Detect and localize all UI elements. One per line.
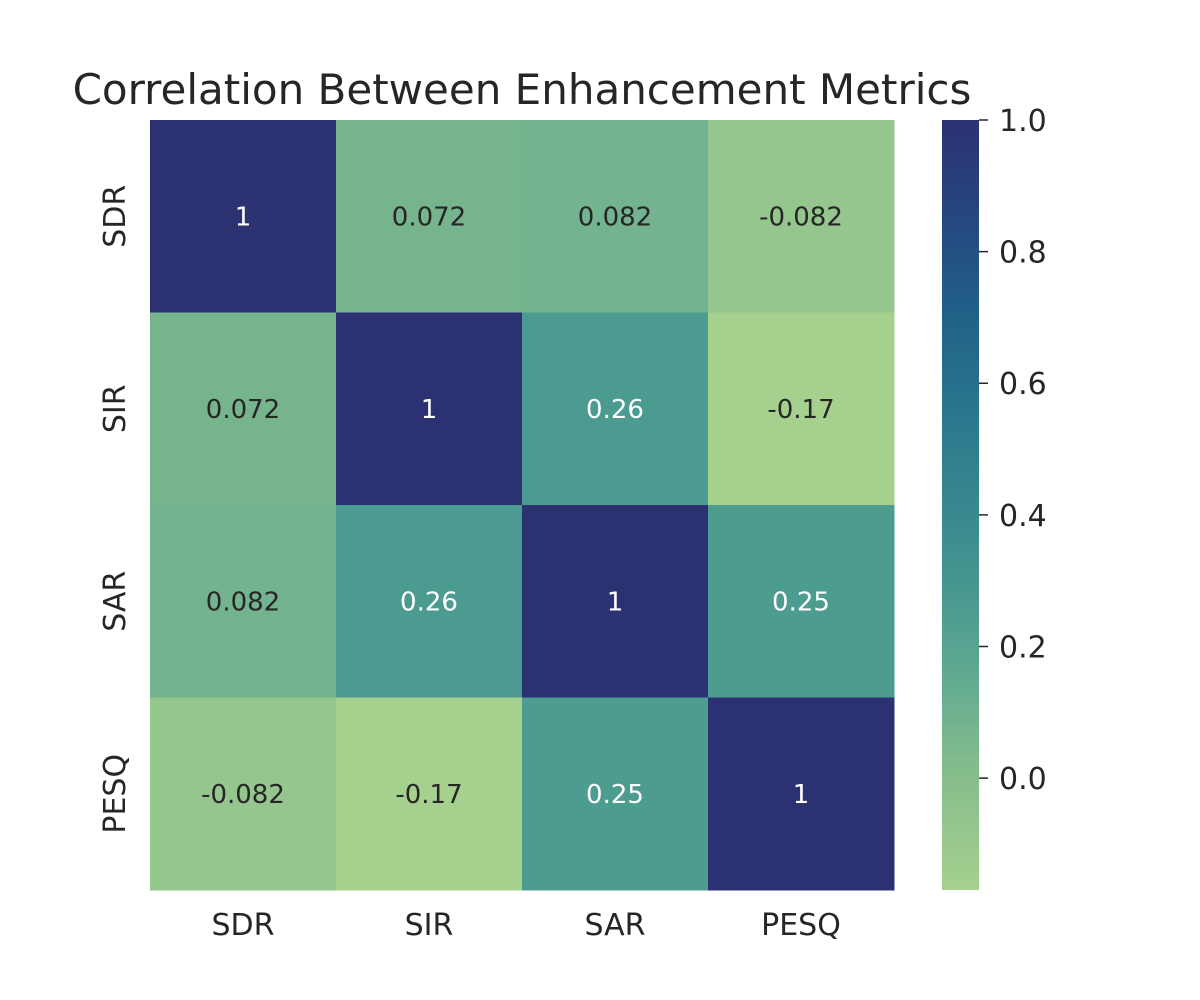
- heatmap-cell-value: 0.072: [392, 202, 466, 232]
- heatmap-cell-SAR-SDR: [150, 505, 337, 698]
- heatmap-cell-SAR-SAR: [522, 505, 709, 698]
- heatmap-cell-value: -0.17: [767, 395, 834, 425]
- heatmap-cell-SIR-SAR: [522, 312, 709, 506]
- colorbar: [942, 120, 979, 890]
- heatmap-cell-SDR-SAR: [522, 120, 709, 313]
- x-tick-label: SDR: [212, 908, 275, 943]
- colorbar-tick-label: 0.0: [999, 762, 1047, 797]
- heatmap-cell-value: -0.082: [759, 202, 843, 232]
- colorbar-ticks: 0.0 0.2 0.4 0.6 0.8 1.0: [979, 104, 1047, 797]
- y-tick-label: SIR: [98, 384, 133, 433]
- heatmap-cell-SIR-SIR: [336, 312, 523, 506]
- y-tick-label: SAR: [98, 571, 133, 632]
- x-tick-label: SAR: [585, 908, 646, 943]
- colorbar-gradient: [942, 120, 979, 890]
- heatmap-cell-value: 0.26: [586, 395, 644, 425]
- heatmap-cell-PESQ-SDR: [150, 697, 337, 891]
- heatmap-cell-SDR-SIR: [336, 120, 523, 313]
- heatmap-cell-value: 0.072: [206, 395, 280, 425]
- heatmap-cell-SAR-SIR: [336, 505, 523, 698]
- heatmap-cell-SAR-PESQ: [708, 505, 895, 698]
- chart-title: Correlation Between Enhancement Metrics: [73, 65, 972, 114]
- heatmap-cell-SIR-SDR: [150, 312, 337, 506]
- y-tick-label: SDR: [98, 185, 133, 248]
- heatmap-cell-PESQ-SAR: [522, 697, 709, 891]
- heatmap-cell-value: 1: [607, 587, 624, 617]
- y-axis-tick-labels: SDR SIR SAR PESQ: [98, 185, 133, 834]
- y-tick-label: PESQ: [98, 754, 133, 834]
- heatmap-cell-labels: 1 0.072 0.082 -0.082 0.072 1 0.26 -0.17 0.082 0.2…: [201, 202, 843, 810]
- colorbar-tick-label: 1.0: [999, 104, 1047, 139]
- heatmap-cell-SDR-SDR: [150, 120, 337, 313]
- heatmap-cell-value: 1: [421, 395, 438, 425]
- heatmap-cell-PESQ-PESQ: [708, 697, 895, 891]
- heatmap-cell-value: 0.082: [206, 587, 280, 617]
- heatmap-cell-value: -0.082: [201, 780, 285, 810]
- heatmap-cell-PESQ-SIR: [336, 697, 523, 891]
- heatmap-cell-value: 1: [235, 202, 252, 232]
- heatmap-cell-SIR-PESQ: [708, 312, 895, 506]
- heatmap-cell-SDR-PESQ: [708, 120, 895, 313]
- colorbar-tick-label: 0.8: [999, 236, 1047, 271]
- x-tick-label: PESQ: [761, 908, 841, 943]
- heatmap-cells: [150, 120, 895, 891]
- x-tick-label: SIR: [405, 908, 454, 943]
- colorbar-tick-label: 0.2: [999, 630, 1047, 665]
- heatmap-cell-value: 0.25: [772, 587, 830, 617]
- heatmap-cell-value: 1: [793, 780, 810, 810]
- heatmap-cell-value: 0.26: [400, 587, 458, 617]
- heatmap-cell-value: 0.25: [586, 780, 644, 810]
- x-axis-tick-labels: SDR SIR SAR PESQ: [212, 908, 841, 943]
- colorbar-tick-label: 0.4: [999, 499, 1047, 534]
- heatmap-cell-value: -0.17: [395, 780, 462, 810]
- heatmap-cell-value: 0.082: [578, 202, 652, 232]
- colorbar-tick-label: 0.6: [999, 367, 1047, 402]
